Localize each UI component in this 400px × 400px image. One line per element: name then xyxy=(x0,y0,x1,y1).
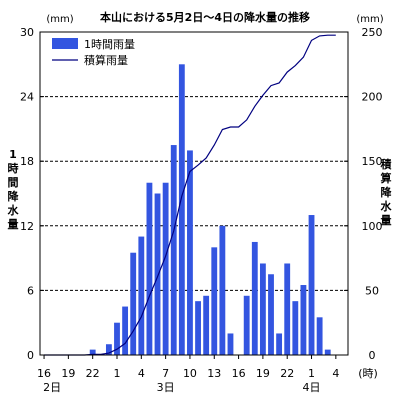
x-tick-label: 10 xyxy=(183,367,197,380)
right-tick-label: 50 xyxy=(365,284,379,297)
right-unit-label: (mm) xyxy=(356,14,383,25)
rain-bar xyxy=(284,263,291,355)
x-tick-label: 19 xyxy=(256,367,270,380)
x-tick-label: 4 xyxy=(332,367,339,380)
x-tick-label: 1 xyxy=(308,367,315,380)
rain-bar xyxy=(130,252,137,355)
x-tick-label: 1 xyxy=(114,367,121,380)
plot-axes xyxy=(39,31,349,356)
right-tick-label: 0 xyxy=(369,349,376,362)
rain-bar xyxy=(324,349,331,355)
x-tick-label: 16 xyxy=(232,367,246,380)
day-label: 4日 xyxy=(303,381,321,394)
left-axis-title-char: 量 xyxy=(8,218,19,231)
legend-bar-label: 1時間雨量 xyxy=(84,38,135,51)
rain-bar xyxy=(89,349,96,355)
left-tick-label: 18 xyxy=(20,155,34,168)
rain-bar xyxy=(105,344,112,355)
legend-bar-swatch xyxy=(52,38,78,49)
rain-bar xyxy=(259,263,266,355)
x-tick-label: 16 xyxy=(37,367,51,380)
left-axis-title-char: 1 xyxy=(9,148,17,161)
rain-bar xyxy=(122,306,129,355)
cumulative-rain-line xyxy=(44,34,336,356)
left-tick-label: 0 xyxy=(27,349,34,362)
rain-bar xyxy=(178,64,185,356)
day-label: 2日 xyxy=(43,381,61,394)
right-tick-label: 200 xyxy=(362,91,383,104)
right-axis-title-char: 積 xyxy=(380,157,393,171)
rain-bar xyxy=(154,193,161,355)
rain-bar xyxy=(292,301,299,355)
left-axis-title-char: 水 xyxy=(8,203,20,217)
right-axis-title-char: 降 xyxy=(381,185,393,199)
rain-bar xyxy=(195,301,201,355)
left-tick-label: 12 xyxy=(20,220,34,233)
right-tick-label: 250 xyxy=(362,26,383,39)
rain-bar xyxy=(268,274,274,355)
left-tick-label: 24 xyxy=(20,91,34,104)
rain-bar xyxy=(146,182,153,355)
left-unit-label: (mm) xyxy=(46,14,73,25)
rain-bar xyxy=(243,295,250,355)
rain-bar xyxy=(211,247,218,355)
left-tick-label: 30 xyxy=(20,26,34,39)
rain-bar xyxy=(138,236,145,355)
left-axis-title-char: 時 xyxy=(8,161,19,175)
hourly-rain-bars xyxy=(89,64,331,356)
x-unit-label: (時) xyxy=(358,367,378,380)
left-tick-label: 6 xyxy=(27,284,34,297)
x-axis-ticks: 16 19 22 1 4 7 10 13 16 19 22 1 4 (時) 2日 3日 4日 xyxy=(37,355,378,394)
rain-bar xyxy=(227,333,234,355)
x-tick-label: 19 xyxy=(61,367,75,380)
cumulative-line xyxy=(44,34,336,356)
rain-bar xyxy=(300,285,307,355)
x-tick-label: 22 xyxy=(86,367,100,380)
x-tick-label: 13 xyxy=(207,367,221,380)
grid-lines xyxy=(40,96,348,291)
right-axis-title-char: 量 xyxy=(381,214,392,227)
right-axis-title-char: 水 xyxy=(381,199,393,213)
rain-bar xyxy=(316,317,323,355)
left-y-axis-ticks: 0 6 12 18 24 30 xyxy=(20,26,44,362)
right-y-axis-ticks: 0 50 100 150 200 250 xyxy=(344,26,383,362)
rain-bar xyxy=(308,215,315,355)
rain-bar xyxy=(187,150,193,355)
rain-bar xyxy=(276,333,283,355)
right-tick-label: 150 xyxy=(362,155,383,168)
x-tick-label: 22 xyxy=(280,367,294,380)
legend-line-label: 積算雨量 xyxy=(84,53,128,67)
plot-frame xyxy=(39,31,349,356)
rain-bar xyxy=(219,225,226,355)
rain-bar xyxy=(251,241,258,355)
x-tick-label: 7 xyxy=(162,367,169,380)
rain-bar xyxy=(162,182,169,355)
rain-bar xyxy=(170,145,177,355)
chart-title: 本山における5月2日～4日の降水量の推移 xyxy=(100,10,310,24)
rain-bar xyxy=(114,322,120,355)
left-axis-title-char: 間 xyxy=(8,176,19,189)
right-tick-label: 100 xyxy=(362,220,383,233)
left-axis-title-char: 降 xyxy=(8,189,20,203)
rain-bar xyxy=(203,295,210,355)
x-tick-label: 4 xyxy=(138,367,145,380)
right-axis-title-char: 算 xyxy=(380,171,392,185)
day-label: 3日 xyxy=(157,381,175,394)
